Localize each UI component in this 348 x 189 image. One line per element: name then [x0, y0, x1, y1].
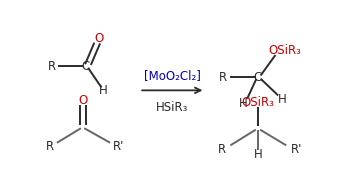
Text: H: H — [239, 97, 248, 110]
Text: R: R — [219, 71, 227, 84]
Text: R': R' — [113, 140, 125, 153]
Text: OSiR₃: OSiR₃ — [242, 96, 274, 109]
Text: H: H — [278, 93, 287, 106]
Text: HSiR₃: HSiR₃ — [156, 101, 188, 114]
Text: O: O — [78, 94, 87, 107]
Text: H: H — [254, 148, 262, 161]
Text: R: R — [48, 60, 56, 73]
Text: H: H — [99, 84, 108, 97]
Text: OSiR₃: OSiR₃ — [268, 43, 301, 57]
Text: R': R' — [291, 143, 302, 156]
Text: R: R — [218, 143, 226, 156]
Text: C: C — [254, 71, 262, 84]
Text: C: C — [81, 60, 89, 73]
Text: [MoO₂Cl₂]: [MoO₂Cl₂] — [144, 69, 200, 82]
Text: O: O — [94, 32, 103, 45]
Text: R: R — [46, 140, 54, 153]
